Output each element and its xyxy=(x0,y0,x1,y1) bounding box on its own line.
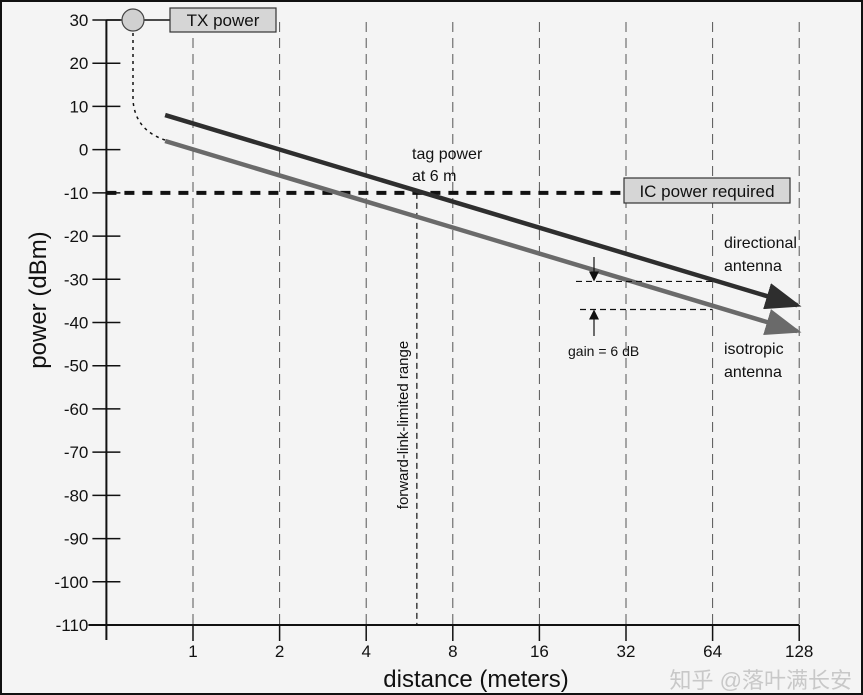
y-tick-label: -40 xyxy=(64,314,89,333)
x-tick-label: 128 xyxy=(785,642,813,661)
tag-power-line1: tag power xyxy=(412,146,483,163)
y-tick-label: 10 xyxy=(69,97,88,116)
tx-power-box xyxy=(169,7,277,33)
directional-label-1: directional xyxy=(724,235,797,252)
tx-dropoff-curve xyxy=(132,33,166,141)
y-tick-label: -90 xyxy=(64,530,89,549)
x-tick-label: 16 xyxy=(530,642,549,661)
isotropic-label-1: isotropic xyxy=(724,341,784,358)
y-tick-label: -60 xyxy=(64,400,89,419)
x-tick-label: 4 xyxy=(361,642,370,661)
forward-link-range-label: forward-link-limited range xyxy=(395,341,412,509)
x-tick-label: 1 xyxy=(188,642,197,661)
x-axis-label: distance (meters) xyxy=(383,666,568,693)
series-line-directional xyxy=(164,112,802,310)
y-tick-label: -70 xyxy=(64,443,89,462)
series-line-isotropic xyxy=(164,138,802,335)
tx-power-label: TX power xyxy=(187,11,260,30)
x-tick-label: 32 xyxy=(617,642,636,661)
x-tick-label: 64 xyxy=(703,642,722,661)
y-tick-label: -20 xyxy=(64,227,89,246)
tx-power-marker xyxy=(121,8,145,32)
y-tick-label: -30 xyxy=(64,270,89,289)
ic-power-label: IC power required xyxy=(639,182,774,201)
y-tick-label: -110 xyxy=(56,616,89,635)
gain-label: gain = 6 dB xyxy=(568,343,639,359)
x-tick-label: 8 xyxy=(448,642,457,661)
x-tick-label: 2 xyxy=(275,642,284,661)
isotropic-label-2: antenna xyxy=(724,364,782,381)
gain-arrow-down-icon xyxy=(589,271,599,282)
y-tick-label: -80 xyxy=(64,486,89,505)
directional-label-2: antenna xyxy=(724,258,782,275)
tag-power-line2: at 6 m xyxy=(412,168,456,185)
ic-power-box xyxy=(623,177,791,204)
y-tick-label: 20 xyxy=(69,54,88,73)
y-tick-label: -100 xyxy=(54,573,88,592)
y-tick-label: 0 xyxy=(79,141,88,160)
y-tick-label: 30 xyxy=(69,11,88,30)
y-tick-label: -50 xyxy=(64,357,89,376)
y-axis-label: power (dBm) xyxy=(25,231,52,368)
watermark: 知乎 @落叶满长安 xyxy=(670,668,852,693)
y-tick-label: -10 xyxy=(64,184,89,203)
gain-arrow-up-icon xyxy=(589,309,599,320)
